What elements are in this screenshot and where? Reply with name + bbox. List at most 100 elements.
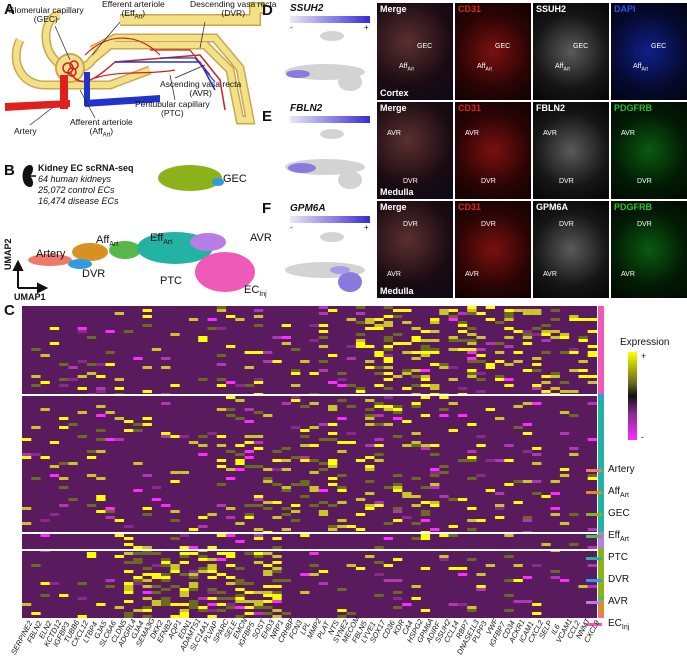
heatmap-cell [439, 555, 449, 558]
heatmap-cell [578, 360, 588, 363]
heatmap-cell [272, 585, 282, 588]
micrograph-annotation: GEC [573, 43, 589, 50]
heatmap-cell [281, 402, 291, 405]
heatmap-cell [328, 354, 338, 357]
heatmap-cell [188, 576, 199, 579]
heatmap-cell [457, 324, 468, 327]
heatmap-cell [49, 327, 60, 330]
heatmap-cell [328, 525, 338, 528]
heatmap-cell [263, 477, 273, 480]
heatmap-cell [77, 582, 87, 585]
heatmap-cell [393, 375, 403, 378]
legend-label: DVR [608, 574, 630, 585]
heatmap-cell [309, 339, 319, 342]
heatmap-cell [402, 444, 412, 447]
panel-label-c: C [4, 302, 15, 319]
heatmap-cell [235, 597, 245, 600]
heatmap-cell [550, 309, 560, 312]
heatmap-cell [244, 582, 254, 585]
heatmap-cell [133, 582, 143, 585]
heatmap-cell [383, 396, 393, 399]
heatmap-cell [235, 399, 245, 402]
heatmap-cell [420, 369, 431, 372]
heatmap-cell [179, 471, 189, 474]
heatmap-cell [393, 483, 403, 486]
heatmap-separator [22, 394, 597, 396]
heatmap-cell [504, 459, 514, 462]
heatmap-cell [402, 603, 412, 606]
heatmap-cell [550, 513, 560, 516]
heatmap-cell [216, 354, 227, 357]
heatmap-cell [476, 312, 486, 315]
heatmap-cell [504, 555, 514, 558]
heatmap-cell [374, 327, 384, 330]
heatmap-cell [253, 495, 264, 498]
heatmap-cell [161, 561, 171, 564]
heatmap-cell [374, 501, 384, 504]
heatmap-cell [244, 552, 254, 555]
heatmap-cell [476, 348, 486, 351]
heatmap-cell [587, 438, 597, 441]
heatmap-cell [142, 324, 152, 327]
heatmap-cell [467, 372, 477, 375]
cluster-bar-segment [598, 306, 604, 394]
heatmap-cell [179, 603, 189, 606]
heatmap-cell [532, 363, 542, 366]
heatmap-cell [402, 495, 412, 498]
heatmap-cell [383, 315, 393, 318]
heatmap-cell [430, 474, 440, 477]
umap-cluster-dvr [68, 259, 92, 269]
heatmap-cell [448, 315, 458, 318]
heatmap-cell [253, 315, 264, 318]
heatmap-cell [420, 486, 431, 489]
heatmap-cell [374, 402, 384, 405]
legend-label-sub: Inj [621, 624, 630, 631]
heatmap-cell [179, 555, 189, 558]
heatmap-cell [291, 426, 301, 429]
heatmap-cell [559, 351, 570, 354]
heatmap-cell [383, 579, 393, 582]
heatmap-cell [504, 384, 514, 387]
heatmap-cell [485, 363, 495, 366]
micrograph-channel-label: SSUH2 [536, 4, 567, 14]
legend-label: Aff [608, 486, 621, 497]
heatmap-cell [77, 327, 87, 330]
heatmap-cell [439, 408, 449, 411]
heatmap-cell [541, 543, 551, 546]
legend-label: GEC [608, 508, 630, 519]
micrograph-annotation: AffArt [399, 63, 414, 73]
heatmap-cell [31, 384, 41, 387]
heatmap-cell [383, 306, 393, 309]
micrograph-d-3: DAPI GEC AffArt [611, 3, 687, 100]
heatmap-cell [142, 609, 152, 612]
heatmap-cell [263, 570, 273, 573]
cluster-bar-segment [598, 612, 604, 618]
heatmap-cell [374, 318, 384, 321]
heatmap-cell [393, 315, 403, 318]
heatmap-cell [522, 369, 533, 372]
heatmap-cell [142, 309, 152, 312]
heatmap-cell [40, 534, 50, 537]
heatmap-cell [179, 615, 189, 618]
heatmap-cell [170, 570, 180, 573]
heatmap-cell [420, 348, 431, 351]
heatmap-cell [59, 384, 69, 387]
heatmap-cell [133, 609, 143, 612]
heatmap-cell [430, 384, 440, 387]
heatmap-cell [216, 603, 227, 606]
umap-cluster-gec [158, 165, 222, 191]
heatmap-cell [188, 528, 199, 531]
heatmap-cell [495, 417, 505, 420]
heatmap-cell [188, 603, 199, 606]
heatmap-cell [420, 534, 431, 537]
heatmap-cell [439, 534, 449, 537]
micrograph-channel-label: Merge [380, 103, 407, 113]
heatmap-cell [253, 411, 264, 414]
heatmap-cell [467, 375, 477, 378]
heatmap-cell [170, 480, 180, 483]
heatmap-cell [532, 312, 542, 315]
heatmap-cell [522, 402, 533, 405]
heatmap-cell [291, 348, 301, 351]
heatmap-cell [439, 312, 449, 315]
heatmap-cell [226, 468, 236, 471]
